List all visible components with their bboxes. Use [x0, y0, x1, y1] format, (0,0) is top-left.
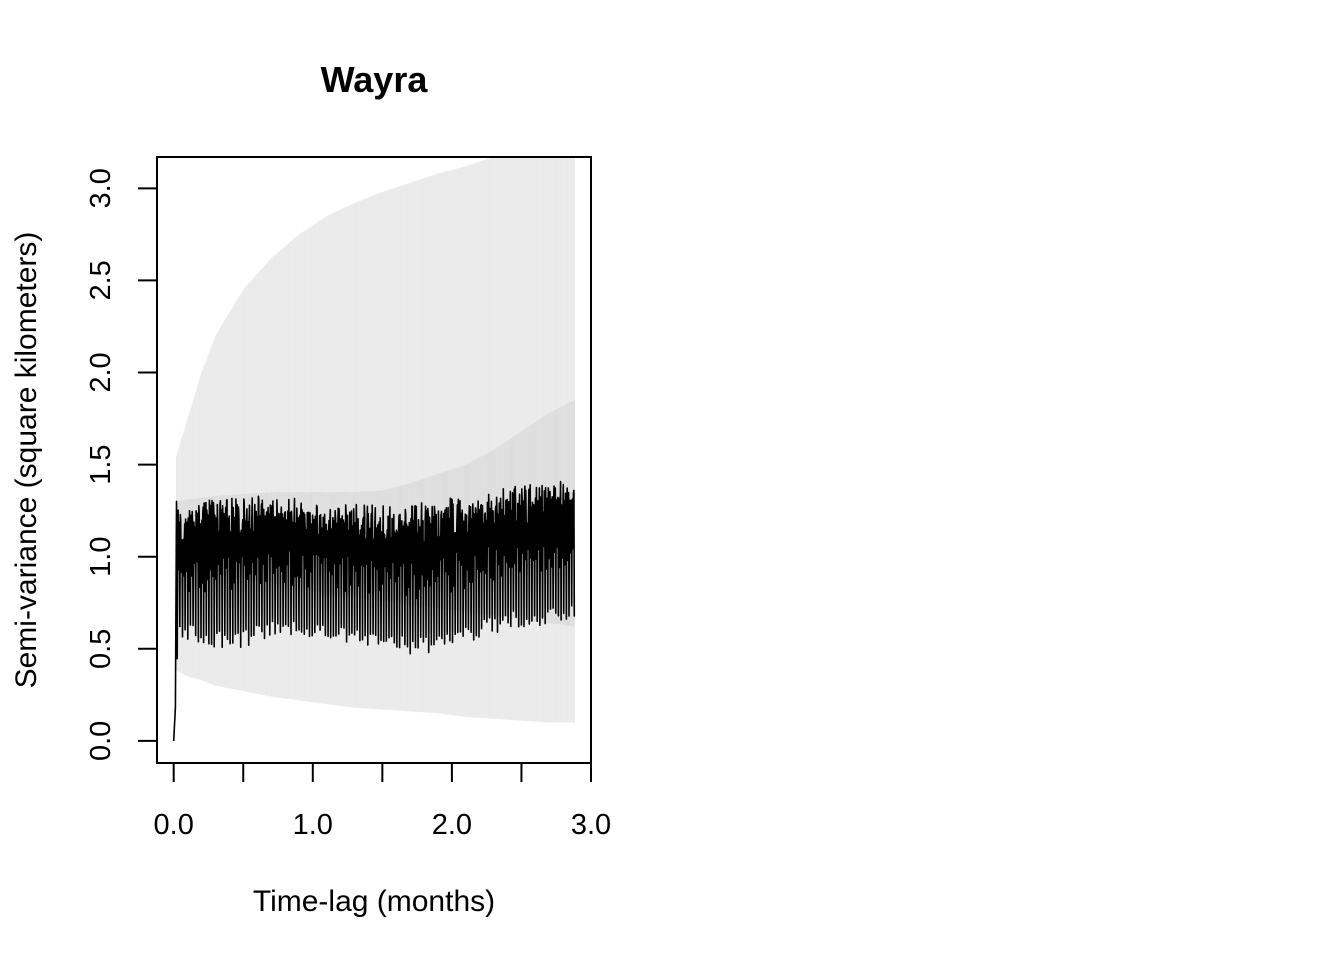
- x-axis-label: Time-lag (months): [253, 885, 495, 918]
- y-tick-label: 2.0: [85, 352, 117, 392]
- confidence-band: [176, 157, 575, 723]
- x-tick-label: 1.0: [293, 809, 333, 841]
- y-tick-label: 0.0: [85, 721, 117, 761]
- y-axis: 0.0 0.5 1.0 1.5 2.0 2.5 3.0: [85, 168, 158, 761]
- y-tick-label: 3.0: [85, 168, 117, 208]
- x-tick-label: 0.0: [154, 809, 194, 841]
- y-tick-label: 0.5: [85, 629, 117, 669]
- x-tick-label: 3.0: [571, 809, 611, 841]
- y-tick-label: 1.0: [85, 537, 117, 577]
- series-line-0: [172, 480, 576, 741]
- y-tick-label: 2.5: [85, 260, 117, 300]
- x-axis: 0.0 1.0 2.0 3.0: [154, 762, 611, 841]
- semi-variance-series: [172, 480, 576, 741]
- y-tick-label: 1.5: [85, 444, 117, 484]
- y-axis-label: Semi-variance (square kilometers): [10, 232, 43, 689]
- chart-title: Wayra: [321, 59, 429, 100]
- x-tick-label: 2.0: [432, 809, 472, 841]
